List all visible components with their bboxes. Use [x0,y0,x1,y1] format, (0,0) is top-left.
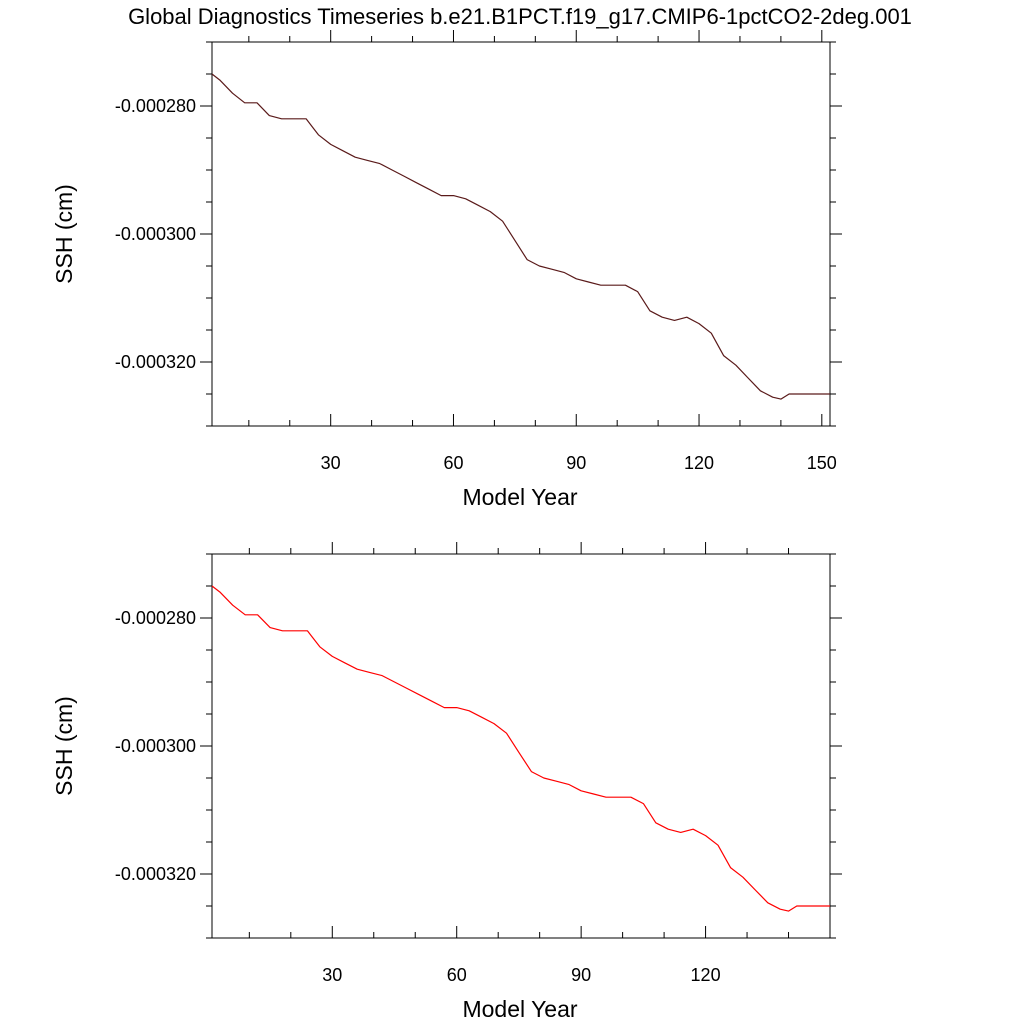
top-x-axis-label: Model Year [462,484,577,510]
bottom-x-tick-label: 30 [322,965,342,985]
bottom-y-axis-label: SSH (cm) [51,696,77,796]
bottom-y-tick-label: -0.000280 [115,608,196,628]
bottom-plot-frame [211,553,831,939]
top-series-line [211,73,830,400]
figure-title: Global Diagnostics Timeseries b.e21.B1PC… [128,4,912,29]
bottom-x-tick-label: 120 [691,965,721,985]
bottom-series-line [211,585,830,912]
top-y-tick-label: -0.000300 [115,224,196,244]
top-plot-frame [211,41,831,427]
bottom-x-axis-label: Model Year [462,996,577,1022]
top-panel: SSH (cm) Model Year 30 60 90 120 150 -0.00028… [51,30,842,510]
top-x-tick-label: 150 [807,453,837,473]
top-y-tick-label: -0.000320 [115,352,196,372]
top-x-tick-label: 30 [321,453,341,473]
top-y-axis-label: SSH (cm) [51,184,77,284]
bottom-x-tick-label: 90 [571,965,591,985]
bottom-x-tick-label: 60 [447,965,467,985]
top-x-tick-label: 60 [443,453,463,473]
top-y-tick-label: -0.000280 [115,96,196,116]
bottom-y-tick-label: -0.000300 [115,736,196,756]
top-x-tick-label: 90 [566,453,586,473]
top-x-tick-label: 120 [684,453,714,473]
bottom-y-tick-label: -0.000320 [115,864,196,884]
bottom-panel: SSH (cm) Model Year 30 60 90 120 -0.000280 -0… [51,542,842,1022]
